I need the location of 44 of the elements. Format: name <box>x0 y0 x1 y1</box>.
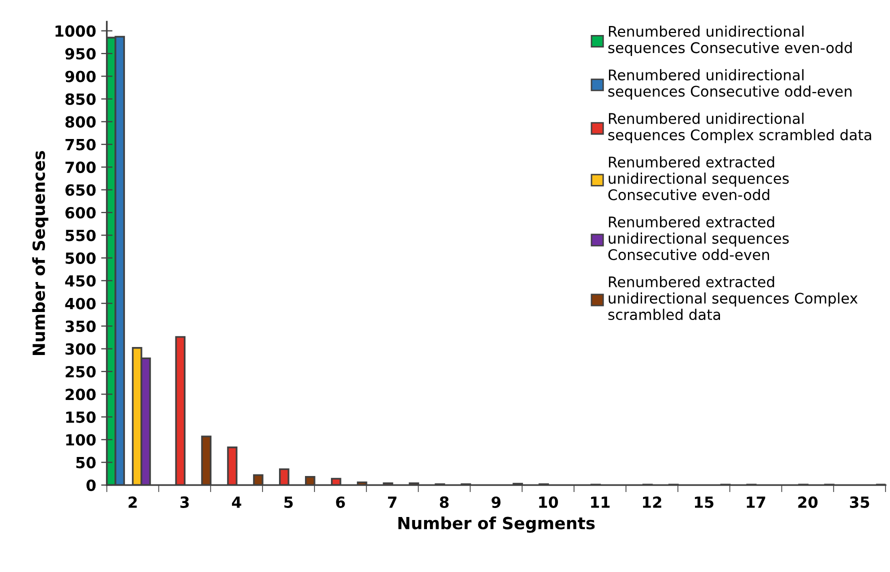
y-tick-label: 700 <box>66 162 96 174</box>
x-tick-label: 35 <box>850 496 870 508</box>
y-tick-label: 250 <box>66 366 96 378</box>
x-tick-label: 17 <box>746 496 766 508</box>
x-tick-label: 12 <box>643 496 662 508</box>
x-tick-label: 3 <box>180 496 189 508</box>
y-tick-label: 100 <box>66 434 96 446</box>
y-tick-label: 750 <box>66 138 96 150</box>
x-tick-label: 6 <box>336 496 345 508</box>
x-tick-label: 11 <box>591 496 610 508</box>
y-tick-label: 50 <box>76 456 96 468</box>
x-tick-label: 10 <box>539 496 558 508</box>
legend-label: Renumbered unidirectional sequences Complex scrambled data <box>608 112 872 144</box>
y-tick-label: 600 <box>65 206 96 219</box>
y-tick-label: 950 <box>65 48 96 60</box>
x-tick-label: 9 <box>492 496 501 508</box>
legend-label: Renumbered unidirectional sequences Consecutive odd-even <box>608 69 852 100</box>
y-tick-label: 800 <box>65 116 96 128</box>
legend-label: Renumbered extracted unidirectional sequences Complex scrambled data <box>608 276 858 320</box>
y-tick-label: 300 <box>66 343 96 355</box>
y-tick-label: 550 <box>66 230 96 242</box>
x-tick-label: 7 <box>388 496 396 508</box>
x-tick-label: 2 <box>128 496 137 508</box>
legend-label: Renumbered extracted unidirectional sequences Consecutive even-odd <box>608 156 789 200</box>
y-tick-label: 900 <box>65 70 96 82</box>
x-tick-label: 8 <box>440 496 449 508</box>
y-tick-label: 350 <box>66 320 96 332</box>
x-tick-label: 15 <box>694 496 714 508</box>
y-tick-label: 1000 <box>56 25 96 37</box>
legend-label: Renumbered extracted unidirectional sequences Consecutive odd-even <box>608 216 789 260</box>
y-tick-label: 650 <box>65 184 96 196</box>
legend-label: Renumbered unidirectional sequences Consecutive even-odd <box>608 26 852 56</box>
y-tick-label: 0 <box>86 480 96 492</box>
y-tick-label: 850 <box>65 93 96 105</box>
y-tick-label: 200 <box>66 388 96 400</box>
y-axis-title: Number of Sequences <box>32 151 48 356</box>
x-tick-label: 4 <box>232 496 242 508</box>
y-tick-label: 500 <box>66 252 96 264</box>
x-axis-title: Number of Segments <box>398 516 595 533</box>
y-tick-label: 150 <box>66 411 96 423</box>
y-tick-label: 400 <box>65 298 96 310</box>
y-tick-label: 450 <box>65 275 96 287</box>
x-tick-label: 20 <box>798 496 818 508</box>
x-tick-label: 5 <box>284 496 293 508</box>
